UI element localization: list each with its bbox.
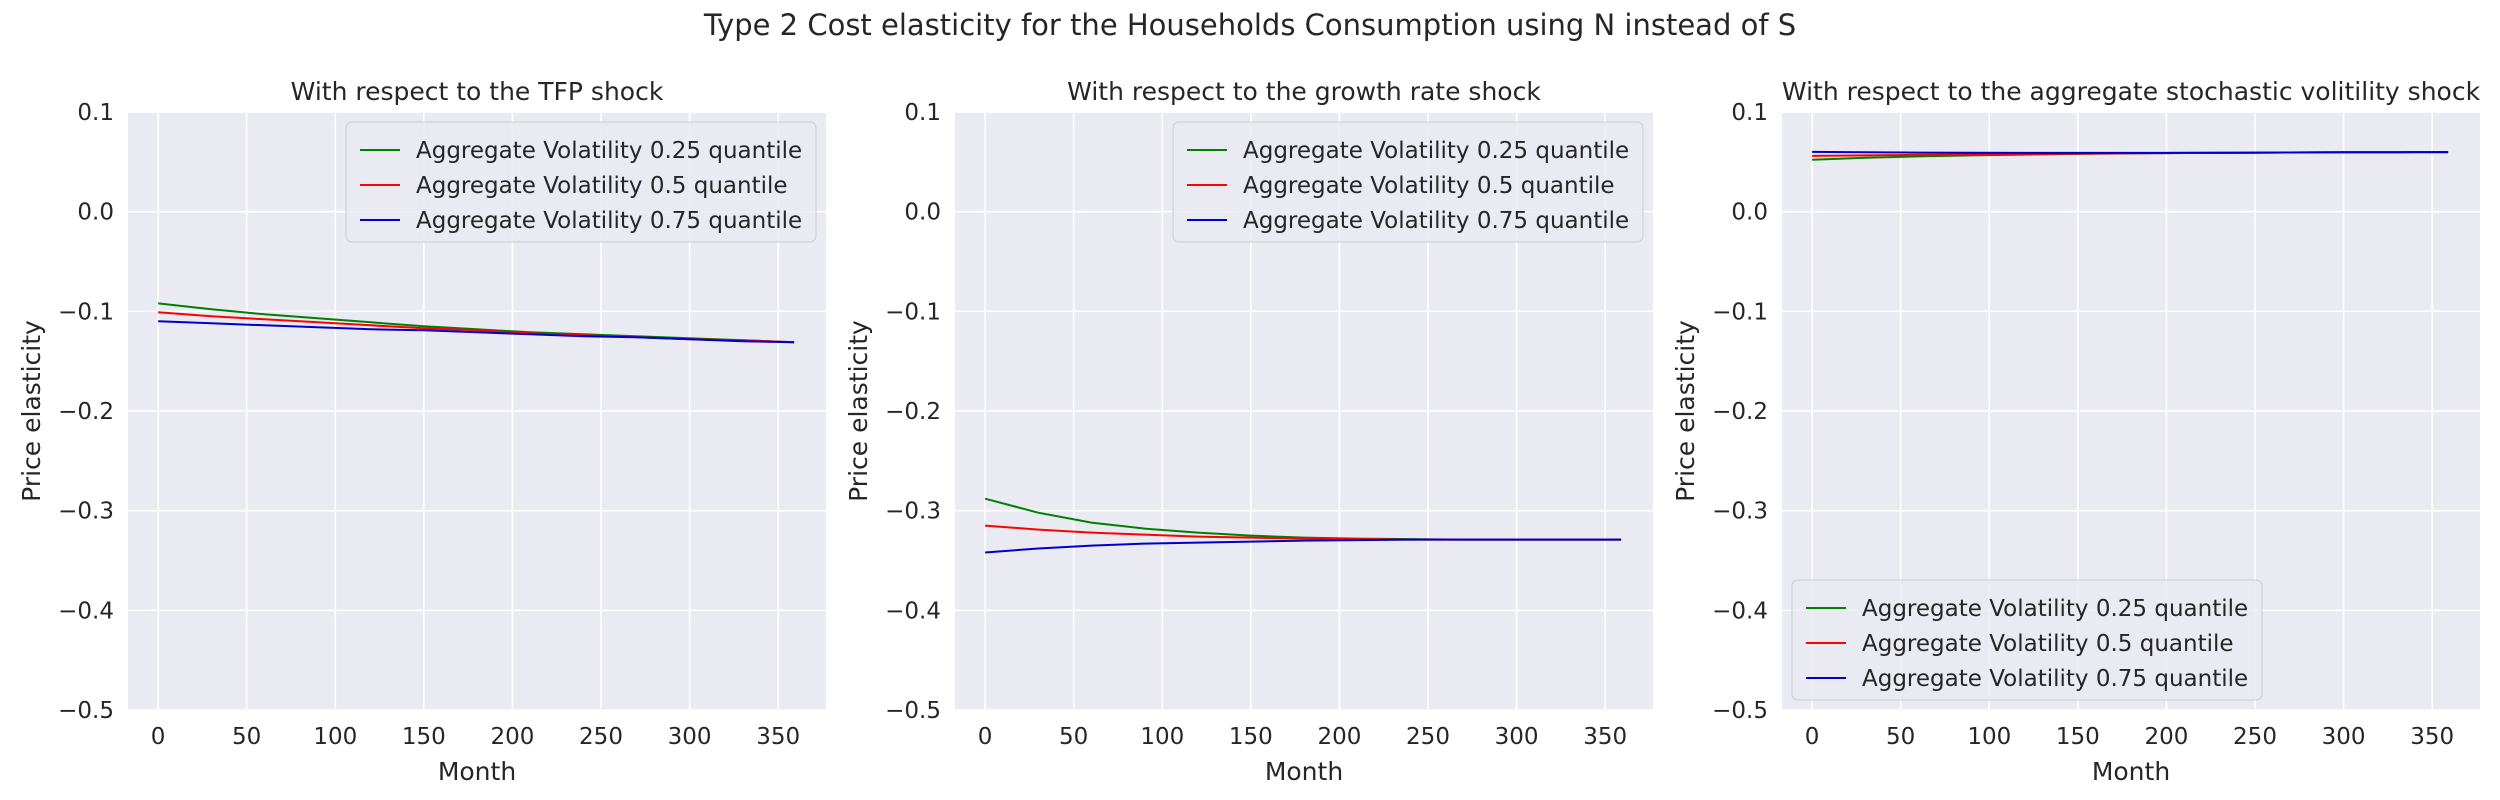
legend-entry: Aggregate Volatility 0.5 quantile [416,173,788,199]
y-tick-label: −0.5 [885,698,941,724]
legend-entry: Aggregate Volatility 0.5 quantile [1243,173,1615,199]
legend-entry: Aggregate Volatility 0.5 quantile [1862,631,2234,657]
legend: Aggregate Volatility 0.25 quantile Aggreg… [345,121,817,243]
figure-title: Type 2 Cost elasticity for the Household… [703,8,1797,42]
legend-entry: Aggregate Volatility 0.75 quantile [416,208,802,234]
legend-entry: Aggregate Volatility 0.75 quantile [1243,208,1629,234]
x-tick-label: 200 [2144,724,2188,750]
x-tick-label: 50 [1886,724,1915,750]
series-line-3 [158,320,795,344]
panel-title: With respect to the aggregate stochastic… [1782,77,2481,106]
x-tick-label: 0 [151,724,166,750]
x-tick-label: 300 [1495,724,1539,750]
y-tick-label: 0.0 [1731,200,1768,226]
y-tick-label: −0.2 [885,399,941,425]
y-tick-label: −0.4 [58,598,114,624]
chart-panel-1: −0.5 −0.4 −0.3 −0.2 −0.1 0.0 0.1 0 50 100 150 200 25… [17,77,826,786]
x-tick-label: 200 [490,724,534,750]
x-tick-label: 300 [668,724,712,750]
y-tick-label: −0.4 [1712,598,1768,624]
y-tick-label: −0.2 [1712,399,1768,425]
x-tick-label: 350 [2410,724,2454,750]
legend: Aggregate Volatility 0.25 quantile Aggreg… [1791,579,2263,701]
x-tick-label: 250 [2233,724,2277,750]
x-tick-label: 100 [1140,724,1184,750]
y-tick-label: −0.1 [885,299,941,325]
x-axis-label: Month [438,757,516,786]
y-tick-label: −0.4 [885,598,941,624]
legend-entry: Aggregate Volatility 0.25 quantile [1243,138,1629,164]
x-tick-label: 200 [1317,724,1361,750]
x-tick-label: 300 [2322,724,2366,750]
y-tick-label: −0.5 [58,698,114,724]
x-tick-label: 350 [1583,724,1627,750]
x-tick-label: 100 [313,724,357,750]
x-tick-label: 0 [1805,724,1820,750]
x-tick-label: 150 [402,724,446,750]
x-tick-label: 250 [579,724,623,750]
legend-frame [1791,579,2263,701]
x-axis-label: Month [2092,757,2170,786]
y-tick-label: −0.1 [58,299,114,325]
panel-title: With respect to the TFP shock [291,77,664,106]
y-axis-label: Price elasticity [1671,320,1700,502]
legend-frame [1172,121,1644,243]
x-tick-label: 0 [978,724,993,750]
y-tick-label: −0.3 [58,499,114,525]
x-tick-label: 50 [232,724,261,750]
series-line-3 [1812,150,2449,154]
legend-entry: Aggregate Volatility 0.75 quantile [1862,666,2248,692]
panel-title: With respect to the growth rate shock [1067,77,1541,106]
y-tick-label: 0.1 [77,100,114,126]
chart-panel-3: −0.5 −0.4 −0.3 −0.2 −0.1 0.0 0.1 0 50 100 150 200 25… [1671,77,2481,786]
y-tick-label: −0.2 [58,399,114,425]
x-tick-label: 150 [2056,724,2100,750]
y-tick-label: −0.5 [1712,698,1768,724]
x-tick-label: 350 [756,724,800,750]
legend-frame [345,121,817,243]
y-tick-label: 0.1 [904,100,941,126]
series-line-3 [985,538,1622,554]
y-tick-label: 0.1 [1731,100,1768,126]
legend-entry: Aggregate Volatility 0.25 quantile [1862,596,2248,622]
y-tick-label: 0.0 [904,200,941,226]
y-tick-label: −0.1 [1712,299,1768,325]
legend-entry: Aggregate Volatility 0.25 quantile [416,138,802,164]
x-axis-label: Month [1265,757,1343,786]
y-axis-label: Price elasticity [17,320,46,502]
y-axis-label: Price elasticity [844,320,873,502]
x-tick-label: 150 [1229,724,1273,750]
y-tick-label: −0.3 [1712,499,1768,525]
y-tick-label: 0.0 [77,200,114,226]
y-tick-label: −0.3 [885,499,941,525]
legend: Aggregate Volatility 0.25 quantile Aggreg… [1172,121,1644,243]
x-tick-label: 50 [1059,724,1088,750]
x-tick-label: 100 [1967,724,2011,750]
x-tick-label: 250 [1406,724,1450,750]
chart-panel-2: −0.5 −0.4 −0.3 −0.2 −0.1 0.0 0.1 0 50 100 150 200 25… [844,77,1653,786]
